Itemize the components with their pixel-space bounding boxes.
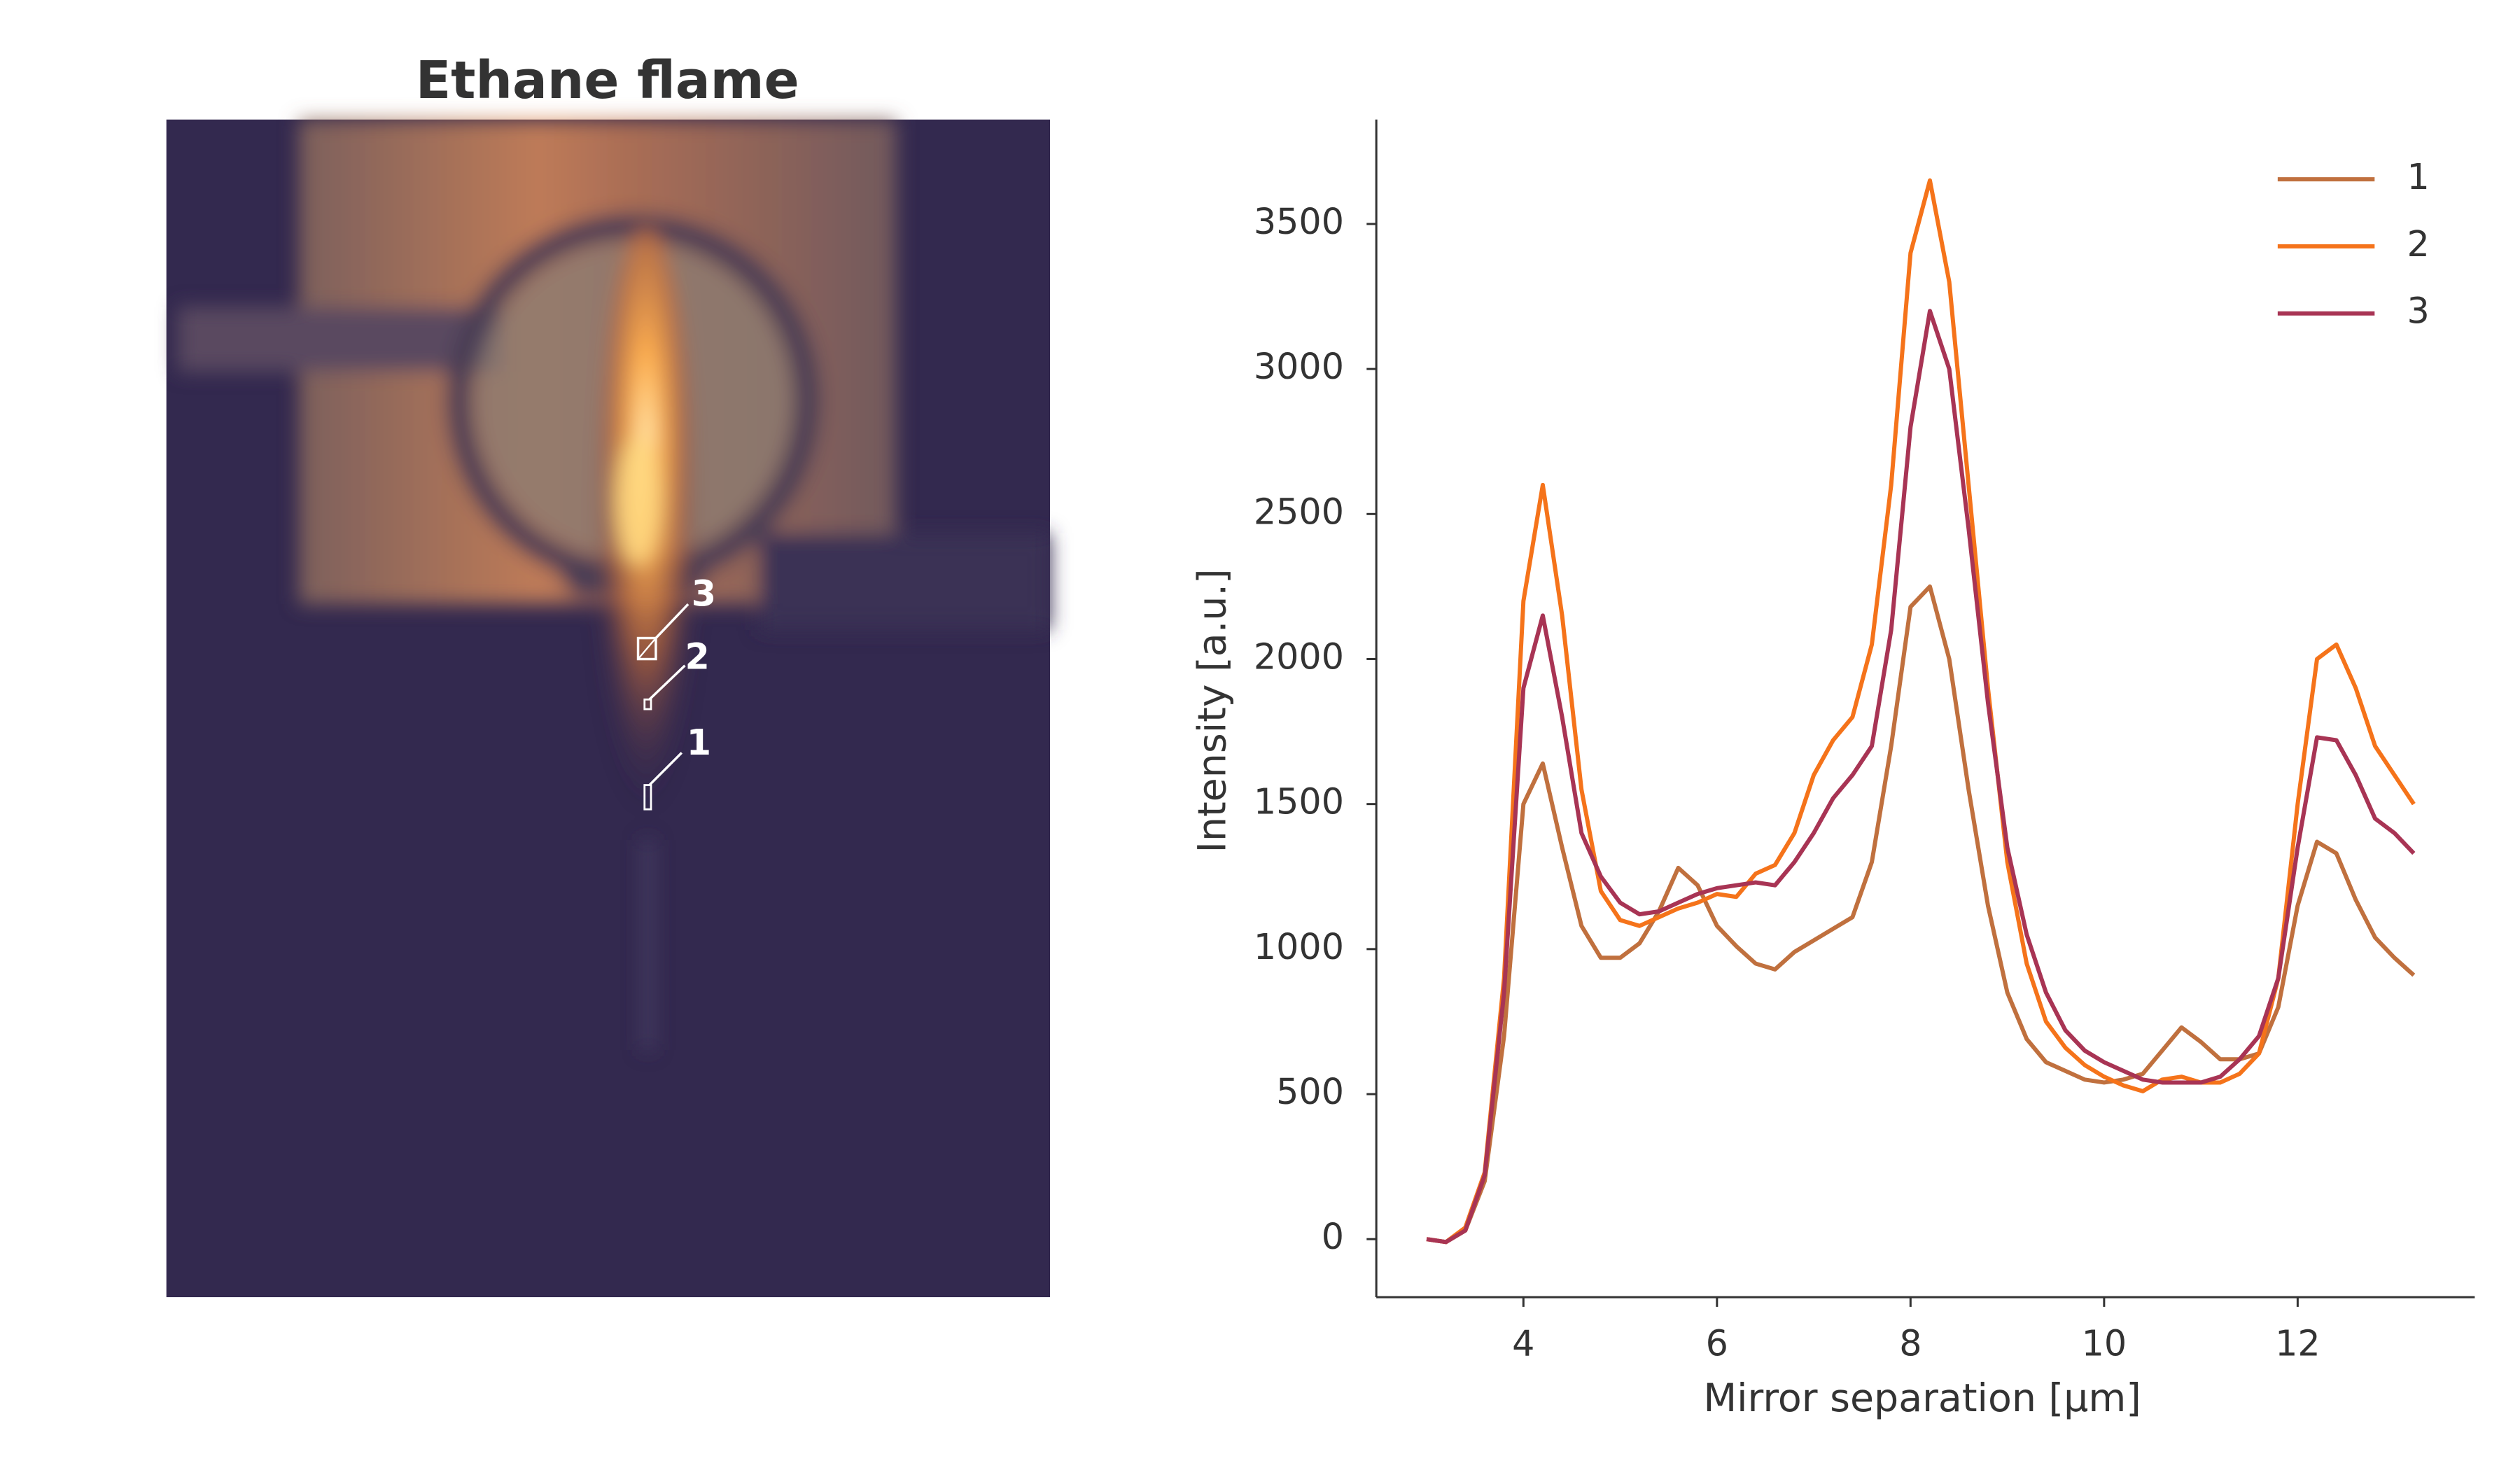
region-label: 3 xyxy=(692,573,716,615)
x-tick-label: 8 xyxy=(1899,1322,1921,1364)
y-tick-label: 0 xyxy=(1322,1216,1344,1257)
region-label: 2 xyxy=(685,636,709,678)
x-axis-label: Mirror separation [µm] xyxy=(1703,1376,2141,1421)
y-axis-label: Intensity [a.u.] xyxy=(1191,568,1236,853)
y-tick-label: 1500 xyxy=(1254,781,1344,822)
x-tick-label: 4 xyxy=(1512,1322,1534,1364)
series-line xyxy=(1426,309,2416,1245)
x-tick-label: 6 xyxy=(1706,1322,1728,1364)
y-tick-label: 3000 xyxy=(1254,346,1344,387)
image-title: Ethane flame xyxy=(416,50,799,111)
y-tick-label: 3500 xyxy=(1254,201,1344,242)
legend-label: 2 xyxy=(2407,223,2429,265)
legend-label: 3 xyxy=(2407,290,2429,332)
series-line xyxy=(1426,178,2416,1245)
series-line xyxy=(1426,584,2416,1245)
flame-photo: 3 2 1 xyxy=(166,119,1051,1298)
y-tick-label: 2000 xyxy=(1254,636,1344,677)
region-label: 1 xyxy=(687,722,711,763)
y-tick-label: 2500 xyxy=(1254,491,1344,532)
x-tick-label: 10 xyxy=(2082,1322,2127,1364)
y-tick-label: 500 xyxy=(1276,1071,1344,1112)
legend-label: 1 xyxy=(2407,156,2429,197)
x-tick-label: 12 xyxy=(2275,1322,2320,1364)
y-tick-label: 1000 xyxy=(1254,926,1344,967)
